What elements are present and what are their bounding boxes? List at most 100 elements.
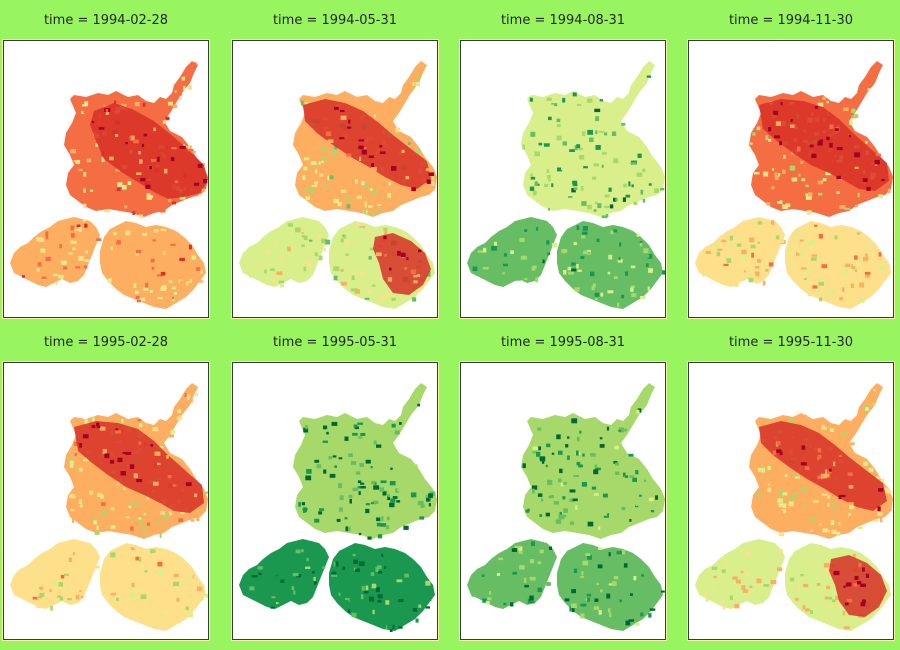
hotspot-texture xyxy=(854,575,859,580)
map-texture xyxy=(334,465,337,468)
map-texture xyxy=(800,577,803,581)
map-texture xyxy=(81,104,87,107)
map-texture xyxy=(603,461,608,466)
map-texture xyxy=(410,492,417,498)
map-texture xyxy=(390,104,396,109)
map-texture xyxy=(189,278,193,284)
map-texture xyxy=(110,246,113,250)
map-texture xyxy=(757,241,760,244)
hotspot-texture xyxy=(96,422,100,426)
region-southeast xyxy=(100,543,206,631)
map-texture xyxy=(58,582,64,587)
hotspot-texture xyxy=(149,166,152,170)
map-texture xyxy=(789,264,794,267)
map-texture xyxy=(79,504,83,508)
map-texture xyxy=(766,202,771,206)
hotspot-texture xyxy=(848,502,854,506)
map-texture xyxy=(401,233,408,238)
map-texture xyxy=(318,511,323,515)
hotspot-texture xyxy=(862,567,865,572)
map-texture xyxy=(810,257,817,261)
map-texture xyxy=(397,488,401,492)
map-texture xyxy=(762,269,766,272)
hotspot-texture xyxy=(846,598,853,603)
hotspot-texture xyxy=(829,468,832,472)
map-texture xyxy=(553,501,560,505)
map-frame xyxy=(688,40,894,318)
map-texture xyxy=(360,594,364,600)
map-texture xyxy=(258,592,265,596)
map-texture xyxy=(768,231,774,237)
map-texture xyxy=(142,233,147,236)
hotspot-texture xyxy=(773,110,779,115)
hotspot-texture xyxy=(358,145,364,150)
map-texture xyxy=(519,565,525,570)
map-texture xyxy=(594,493,598,499)
map-texture xyxy=(825,294,831,297)
map-texture xyxy=(485,600,490,605)
map-texture xyxy=(372,284,376,287)
map-texture xyxy=(578,147,584,151)
map-texture xyxy=(45,235,49,240)
map-texture xyxy=(822,178,827,182)
region-southwest xyxy=(239,539,329,609)
map-texture xyxy=(604,287,611,290)
map-texture xyxy=(618,599,622,603)
map-texture xyxy=(127,599,134,603)
map-texture xyxy=(522,463,526,468)
map-texture xyxy=(389,627,393,632)
map-texture xyxy=(598,610,602,615)
map-texture xyxy=(188,85,192,90)
map-texture xyxy=(179,257,185,261)
map-texture xyxy=(782,169,786,174)
hotspot-texture xyxy=(845,582,852,587)
map-texture xyxy=(702,271,705,277)
map-texture xyxy=(594,598,599,602)
map-texture xyxy=(354,426,359,430)
map-texture xyxy=(383,227,388,231)
hotspot-texture xyxy=(779,141,782,146)
map-texture xyxy=(36,606,42,609)
map-texture xyxy=(539,514,543,517)
map-texture xyxy=(377,203,382,206)
map-texture xyxy=(314,252,318,257)
map-texture xyxy=(344,600,349,603)
map-texture xyxy=(356,195,362,199)
map-texture xyxy=(326,482,329,487)
map-texture xyxy=(835,603,840,607)
map-texture xyxy=(811,254,818,257)
map-texture xyxy=(280,579,285,583)
hotspot-texture xyxy=(151,159,157,162)
map-texture xyxy=(351,560,355,563)
map-texture xyxy=(114,566,120,570)
map-texture xyxy=(563,508,568,513)
map-texture xyxy=(844,207,851,210)
map-texture xyxy=(559,183,564,187)
map-texture xyxy=(636,234,640,237)
map-texture xyxy=(129,502,134,507)
map-texture xyxy=(580,256,585,259)
hotspot-texture xyxy=(426,179,431,184)
map-texture xyxy=(368,230,373,234)
hotspot-area xyxy=(829,555,887,617)
map-texture xyxy=(532,451,537,454)
map-texture xyxy=(628,181,631,187)
map-texture xyxy=(28,566,32,569)
map-texture xyxy=(723,263,729,267)
map-texture xyxy=(535,556,540,562)
map-texture xyxy=(573,568,578,573)
map-texture xyxy=(198,596,204,601)
map-texture xyxy=(862,272,865,276)
map-texture xyxy=(613,276,618,280)
map-texture xyxy=(743,270,747,273)
map-texture xyxy=(84,223,88,228)
map-texture xyxy=(125,516,130,519)
map-texture xyxy=(822,294,829,299)
map-texture xyxy=(391,297,396,301)
hotspot-texture xyxy=(358,139,365,142)
map-texture xyxy=(580,603,587,607)
map-texture xyxy=(705,251,711,254)
map-texture xyxy=(546,582,551,586)
hotspot-texture xyxy=(133,473,138,479)
map-texture xyxy=(543,143,550,147)
